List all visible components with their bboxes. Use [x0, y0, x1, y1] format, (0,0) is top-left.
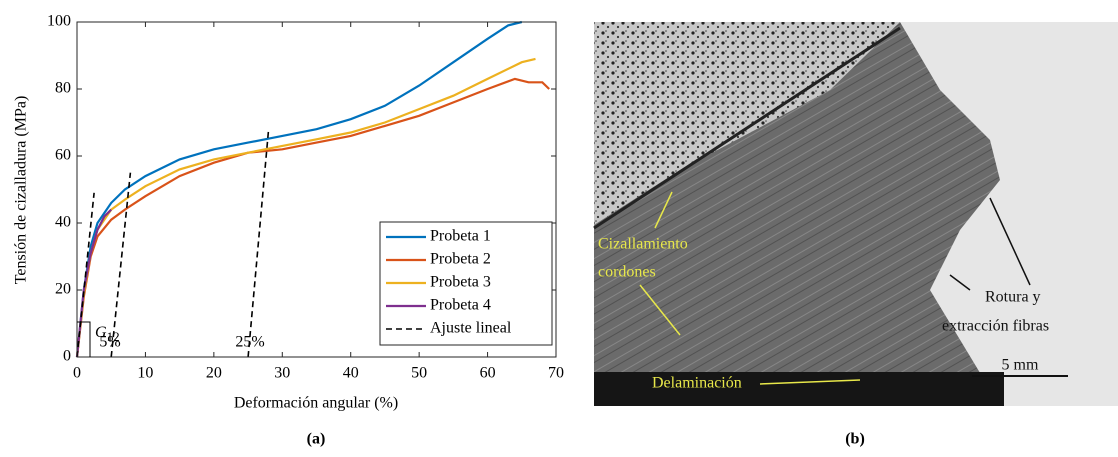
y-tick-label: 100 — [47, 13, 71, 30]
x-tick-label: 20 — [206, 365, 222, 382]
y-tick-label: 60 — [55, 147, 71, 164]
y-tick-label: 80 — [55, 80, 71, 97]
x-tick-label: 0 — [73, 365, 81, 382]
plot-frame — [76, 21, 557, 358]
interface-line — [593, 26, 901, 230]
photo: Cizallamiento cordones Delaminación Rotu… — [593, 22, 1118, 406]
legend-label: Ajuste lineal — [430, 320, 512, 337]
modulus-label: G12 — [95, 324, 120, 344]
y-axis-label: Tensión de cizalladura (MPa) — [13, 96, 30, 285]
y-tick-label: 40 — [55, 214, 71, 231]
legend-label: Probeta 4 — [430, 297, 491, 314]
x-tick-label: 70 — [548, 365, 564, 382]
y-tick-label: 0 — [63, 348, 71, 365]
foam-region — [594, 22, 900, 225]
series-line — [75, 77, 550, 358]
legend-label: Probeta 1 — [430, 228, 491, 245]
scale-bar-label: 5 mm — [1002, 357, 1039, 374]
series-line — [75, 20, 523, 358]
arrow — [759, 379, 861, 385]
x-tick-label: 30 — [274, 365, 290, 382]
series-line — [76, 129, 270, 358]
x-tick-label: 60 — [480, 365, 496, 382]
legend-label: Probeta 3 — [430, 274, 491, 291]
photo-label: Cizallamiento — [598, 236, 688, 253]
caption: (b) — [845, 431, 865, 448]
photo-label: extracción fibras — [942, 318, 1049, 335]
modulus-bracket — [77, 321, 91, 357]
x-axis-label: Deformación angular (%) — [234, 395, 398, 412]
annotation: 5% — [99, 334, 120, 351]
arrow — [949, 274, 971, 291]
x-tick-label: 40 — [343, 365, 359, 382]
y-tick-label: 20 — [55, 281, 71, 298]
arrow — [989, 197, 1031, 286]
dark-strip — [594, 372, 1004, 406]
arrow — [654, 191, 673, 229]
arrow — [639, 284, 681, 336]
x-tick-label: 10 — [137, 365, 153, 382]
bright-region — [900, 22, 1118, 406]
series-line — [75, 208, 112, 358]
photo-label: cordones — [598, 264, 656, 281]
x-tick-label: 50 — [411, 365, 427, 382]
annotation: 25% — [235, 334, 264, 351]
caption: (a) — [307, 431, 326, 448]
photo-label: Rotura y — [985, 289, 1041, 306]
photo-label: Delaminación — [652, 375, 742, 392]
legend-label: Probeta 2 — [430, 251, 491, 268]
